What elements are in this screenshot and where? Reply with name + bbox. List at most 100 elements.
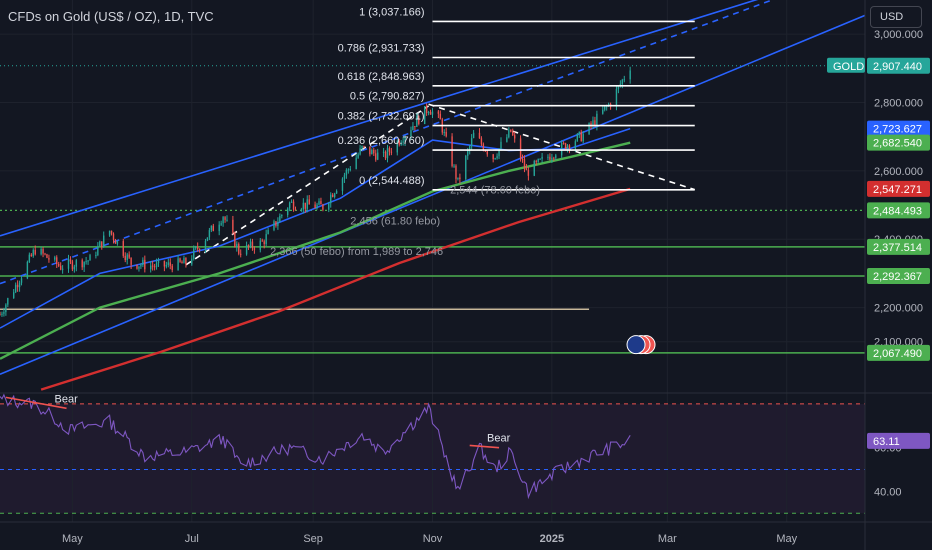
candle-body [359, 148, 361, 155]
candle-body [224, 217, 226, 220]
price-label-box [867, 238, 930, 255]
price-label-value: 2,723.627 [873, 124, 922, 136]
candle-body [277, 221, 279, 226]
chart-title: CFDs on Gold (US$ / OZ), 1D, TVC [8, 9, 214, 24]
price-label-box [867, 57, 930, 74]
candle-body [535, 161, 537, 163]
candle-body [578, 131, 580, 135]
candle-body [251, 241, 254, 249]
candle-body [181, 261, 183, 264]
candle-body [128, 254, 130, 258]
candle-body [85, 261, 87, 263]
candle-body [382, 151, 385, 153]
trendline-rise-leg [185, 105, 430, 266]
candle-body [427, 112, 430, 114]
candle-body [99, 241, 101, 247]
candle-body [208, 230, 211, 238]
fib-label: 0.382 (2,732.691) [338, 111, 425, 123]
price-label-box [867, 120, 930, 137]
trendline-channel-upper [0, 0, 759, 237]
candle-body [89, 255, 91, 261]
candle-body [371, 149, 373, 155]
candle-body [445, 131, 447, 137]
annotation-label: 2,366 (50 febo) from 1,989 to 2,746 [270, 246, 443, 258]
candle-body [122, 241, 124, 256]
candle-body [588, 123, 590, 135]
candle-body [140, 265, 142, 267]
candle-body [267, 229, 269, 235]
candle-body [167, 262, 170, 265]
candle-body [136, 264, 138, 269]
candle-body [112, 233, 115, 240]
symbol-tag-label: GOLD [833, 61, 864, 73]
candle-body [97, 246, 99, 256]
candle-body [42, 248, 44, 254]
candle-body [412, 126, 414, 131]
candle-body [592, 120, 594, 126]
candle-body [261, 240, 263, 242]
candle-body [333, 193, 336, 197]
candle-body [429, 112, 432, 115]
candle-body [265, 234, 267, 244]
candle-body [81, 260, 83, 268]
rsi-value-label: 63.11 [873, 436, 900, 448]
candle-body [196, 246, 199, 249]
candle-body [169, 262, 171, 266]
candle-body [525, 168, 528, 171]
candle-body [101, 241, 103, 248]
candle-body [34, 249, 36, 255]
rsi-line [0, 393, 631, 500]
candle-body [232, 219, 234, 233]
candle-body [108, 230, 111, 236]
candle-body [253, 248, 256, 250]
candle-body [73, 266, 76, 270]
candle-body [498, 148, 500, 157]
candle-body [343, 175, 346, 179]
candle-body [204, 240, 207, 251]
candle-body [349, 168, 352, 170]
candle-body [388, 148, 391, 152]
candle-body [275, 221, 277, 226]
candle-body [396, 141, 398, 153]
candle-body [40, 248, 42, 255]
candle-body [541, 156, 543, 159]
ma-short-line [0, 127, 631, 329]
candle-body [177, 258, 179, 271]
candle-body [195, 246, 197, 249]
trendline-down-trend [428, 103, 695, 191]
candle-body [7, 298, 9, 305]
price-label-box [867, 344, 930, 361]
candle-body [363, 146, 365, 148]
candle-body [320, 201, 322, 205]
candle-body [165, 264, 168, 267]
candle-body [0, 314, 1, 316]
candle-body [398, 141, 400, 145]
candle-body [240, 253, 242, 255]
price-label-value: 2,067.490 [873, 348, 922, 360]
rsi-value-box [867, 432, 930, 449]
annotation-label: 2,544 (78.60 febo) [450, 185, 540, 197]
candle-body [306, 199, 308, 209]
candle-body [521, 158, 524, 160]
candle-body [67, 259, 70, 269]
candle-body [149, 265, 152, 270]
candle-body [347, 169, 350, 171]
candle-body [549, 156, 551, 160]
candle-body [562, 142, 565, 144]
fib-label: 0.5 (2,790.827) [350, 91, 425, 103]
price-label-box [867, 267, 930, 284]
trendline-channel-lower [0, 14, 866, 375]
candle-body [512, 131, 514, 136]
candle-body [114, 239, 117, 244]
candle-body [492, 154, 494, 160]
candle-body [496, 156, 498, 159]
candle-body [30, 254, 33, 257]
price-label-box [867, 134, 930, 151]
candle-body [455, 165, 457, 179]
candle-body [71, 261, 74, 270]
candle-body [453, 165, 455, 167]
candle-body [510, 129, 512, 132]
currency-button[interactable]: USD [870, 6, 922, 28]
candle-body [486, 151, 488, 155]
